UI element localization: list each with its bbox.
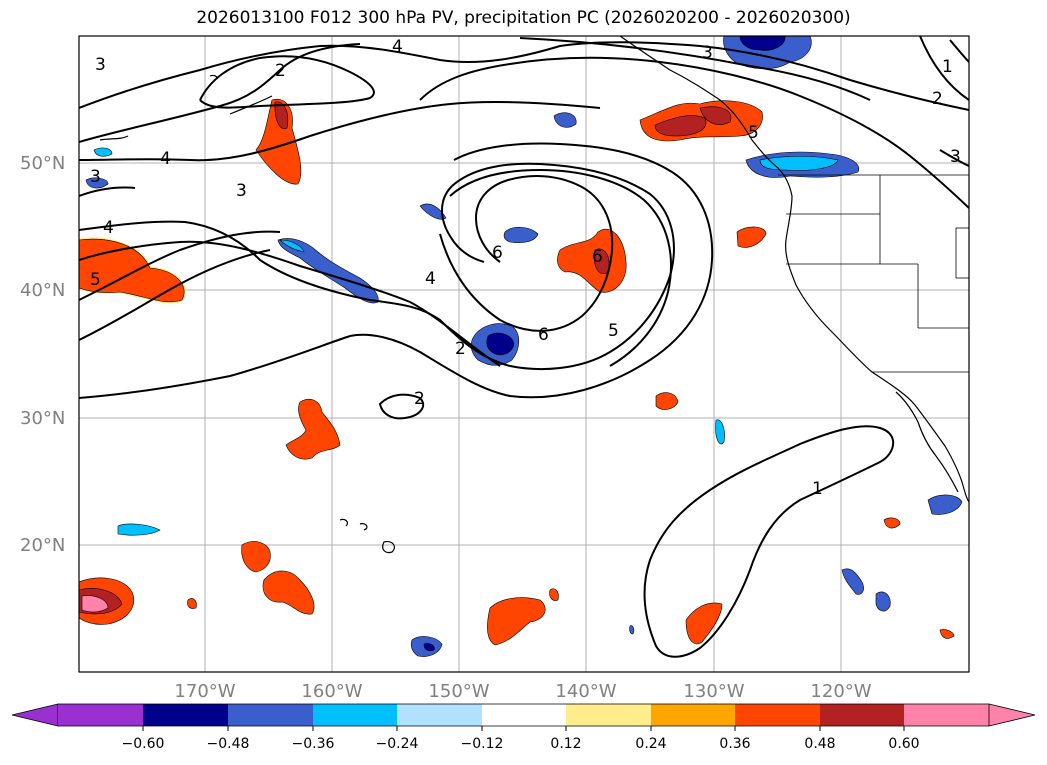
contour-label: 5 xyxy=(90,270,101,290)
longitude-labels: 170°W 160°W 150°W 140°W 130°W 120°W xyxy=(174,681,871,702)
contour-label: 4 xyxy=(425,269,436,289)
colorbar-tick-label: −0.36 xyxy=(292,736,335,752)
latitude-labels: 50°N 40°N 30°N 20°N xyxy=(20,153,65,556)
contour-label: 1 xyxy=(812,479,823,499)
contour-label: 5 xyxy=(748,123,759,143)
precip-negative-shading xyxy=(85,36,963,657)
colorbar-tick-label: 0.60 xyxy=(888,736,919,752)
map-title: 2026013100 F012 300 hPa PV, precipitatio… xyxy=(196,8,851,28)
colorbar-extend-low xyxy=(11,703,59,727)
colorbar-tick-label: 0.48 xyxy=(804,736,835,752)
lon-label: 150°W xyxy=(428,681,489,702)
contour-label: 3 xyxy=(702,43,713,63)
lon-label: 170°W xyxy=(174,681,235,702)
contour-label: 6 xyxy=(538,325,549,345)
colorbar-segment xyxy=(904,704,989,726)
lon-label: 130°W xyxy=(683,681,744,702)
contour-label: 2 xyxy=(932,89,943,109)
contour-label: 3 xyxy=(90,167,101,187)
contour-label: 2 xyxy=(275,61,286,81)
lat-label: 20°N xyxy=(20,535,65,556)
map-panel xyxy=(79,36,969,672)
colorbar-segment xyxy=(651,704,735,726)
pv-contours xyxy=(79,36,969,658)
colorbar-segment xyxy=(143,704,228,726)
contour-label: 4 xyxy=(160,149,171,169)
colorbar-segment xyxy=(735,704,820,726)
contour-label: 2 xyxy=(414,389,425,409)
contour-label: 4 xyxy=(392,37,403,57)
contour-label: 3 xyxy=(236,181,247,201)
contour-label: 6 xyxy=(492,243,503,263)
contour-label: 1 xyxy=(942,57,953,77)
colorbar-segment xyxy=(58,704,143,726)
colorbar-tick-label: −0.48 xyxy=(207,736,250,752)
colorbar-extend-high xyxy=(988,703,1036,727)
colorbar-segment xyxy=(397,704,482,726)
colorbar-segment xyxy=(313,704,397,726)
colorbar-tick-label: 0.36 xyxy=(719,736,750,752)
colorbar-tick-label: 0.12 xyxy=(550,736,581,752)
contour-label: 4 xyxy=(103,218,114,238)
state-borders xyxy=(778,174,969,373)
colorbar: −0.60 −0.48 −0.36 −0.24 −0.12 0.12 0.24 … xyxy=(11,703,1036,752)
colorbar-segment xyxy=(566,704,651,726)
lat-label: 40°N xyxy=(20,280,65,301)
lon-label: 160°W xyxy=(301,681,362,702)
contour-label: 2 xyxy=(455,339,466,359)
contour-label: 3 xyxy=(950,147,961,167)
contour-label-group: 3 2 4 3 1 2 3 4 3 4 3 5 6 6 4 2 5 6 5 2 … xyxy=(90,37,961,499)
colorbar-tick-label: 0.24 xyxy=(635,736,666,752)
colorbar-tick-label: −0.60 xyxy=(122,736,165,752)
lat-label: 50°N xyxy=(20,153,65,174)
colorbar-ticks xyxy=(142,726,905,731)
contour-label: 3 xyxy=(95,55,106,75)
contour-label: 5 xyxy=(608,321,619,341)
lat-label: 30°N xyxy=(20,408,65,429)
lon-label: 120°W xyxy=(810,681,871,702)
map-border xyxy=(78,35,970,673)
coastlines xyxy=(99,36,969,554)
colorbar-segment xyxy=(228,704,313,726)
lon-label: 140°W xyxy=(555,681,616,702)
colorbar-tick-label: −0.24 xyxy=(376,736,419,752)
contour-label: 6 xyxy=(592,247,603,267)
colorbar-tick-label: −0.12 xyxy=(461,736,504,752)
colorbar-segment xyxy=(820,704,904,726)
colorbar-segment xyxy=(482,704,566,726)
